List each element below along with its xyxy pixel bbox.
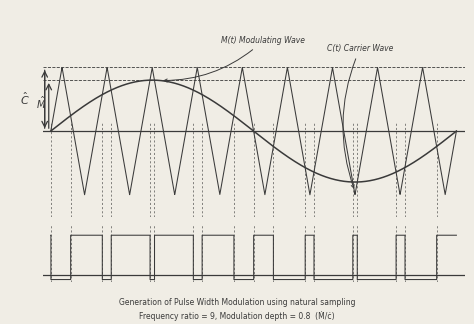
- Text: C(t) Carrier Wave: C(t) Carrier Wave: [327, 44, 393, 188]
- Text: Generation of Pulse Width Modulation using natural sampling: Generation of Pulse Width Modulation usi…: [119, 298, 355, 307]
- Text: M(t) Modulating Wave: M(t) Modulating Wave: [164, 36, 305, 82]
- Text: Frequency ratio = 9, Modulation depth = 0.8  (Ṁ/ċ): Frequency ratio = 9, Modulation depth = …: [139, 311, 335, 321]
- Text: $\hat{M}$: $\hat{M}$: [36, 95, 46, 111]
- Text: $\hat{C}$: $\hat{C}$: [19, 91, 29, 108]
